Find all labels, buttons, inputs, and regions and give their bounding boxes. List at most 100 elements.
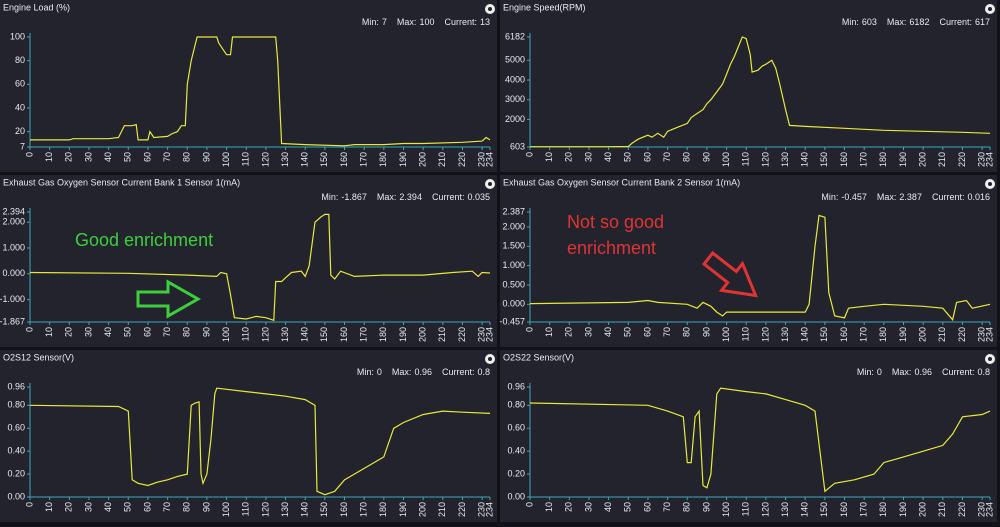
stat-value: 0.016: [967, 192, 990, 202]
panel-bg: [0, 350, 497, 522]
data-line: [29, 213, 491, 322]
panel-menu-dot: [488, 7, 492, 11]
x-tick-label: 40: [103, 502, 113, 512]
x-tick-label: 190: [398, 152, 408, 167]
x-tick-label: 220: [457, 152, 467, 167]
x-tick-label: 110: [241, 502, 251, 516]
y-tick-label: 100: [10, 31, 25, 41]
x-tick-label: 234: [484, 502, 494, 517]
stat-value: -0.457: [841, 192, 867, 202]
x-tick-label: 0: [24, 327, 34, 332]
x-tick-label: 130: [780, 327, 790, 342]
stat-label: Min:: [357, 367, 374, 377]
stat-label: Max:: [892, 367, 912, 377]
y-tick-label: 1.000: [2, 242, 25, 252]
x-tick-label: 160: [839, 152, 849, 167]
x-tick-label: 100: [721, 502, 731, 517]
stat-value: -1.867: [341, 192, 367, 202]
x-tick-label: 80: [182, 152, 192, 162]
y-tick-label: 0.000: [2, 268, 25, 278]
panel-title: O2S12 Sensor(V): [3, 352, 74, 362]
x-tick-label: 230: [977, 502, 987, 517]
stat-value: 0.8: [477, 367, 490, 377]
x-tick-label: 200: [418, 327, 428, 342]
stat-value: 0.8: [977, 367, 990, 377]
x-tick-label: 50: [123, 327, 133, 337]
stat-value: 6182: [909, 17, 929, 27]
x-tick-label: 130: [780, 502, 790, 517]
x-tick-label: 80: [182, 327, 192, 337]
x-tick-label: 170: [359, 502, 369, 517]
x-tick-label: 70: [662, 152, 672, 162]
x-tick-label: 90: [201, 502, 211, 512]
x-tick-label: 190: [898, 152, 908, 167]
y-tick-label: 1.000: [502, 260, 525, 270]
y-tick-label: 80: [15, 55, 25, 65]
x-tick-label: 210: [937, 327, 947, 342]
x-tick-label: 80: [682, 152, 692, 162]
x-tick-label: 30: [83, 152, 93, 162]
data-line: [30, 36, 491, 147]
data-line: [29, 387, 491, 496]
x-tick-label: 170: [859, 327, 869, 342]
data-line: [529, 214, 991, 322]
x-tick-label: 190: [898, 502, 908, 517]
panel-title: Engine Load (%): [3, 2, 70, 12]
x-tick-label: 0: [24, 502, 34, 507]
x-tick-label: 100: [221, 152, 231, 167]
x-tick-label: 20: [64, 502, 74, 512]
panel: Engine Speed(RPM)Min: 603 Max: 6182 Current:…: [500, 0, 997, 172]
stat-label: Current:: [444, 17, 477, 27]
stat-label: Max:: [397, 17, 417, 27]
x-tick-label: 160: [839, 502, 849, 517]
x-tick-label: 220: [457, 327, 467, 342]
x-tick-label: 140: [300, 327, 310, 342]
x-tick-label: 210: [437, 327, 447, 342]
stat-label: Current:: [939, 17, 972, 27]
x-tick-label: 60: [642, 152, 652, 162]
x-tick-label: 100: [221, 502, 231, 517]
x-tick-label: 120: [260, 327, 270, 342]
x-tick-label: 10: [44, 502, 54, 512]
panel-title: Exhaust Gas Oxygen Sensor Current Bank 1…: [3, 177, 240, 187]
panel-bg: [500, 0, 997, 172]
arrow: [136, 279, 202, 319]
x-tick-label: 30: [583, 327, 593, 337]
stat-label: Current:: [442, 367, 475, 377]
stat-value: 13: [480, 17, 490, 27]
y-tick-label: 2.387: [502, 206, 525, 216]
y-tick-label: 60: [15, 79, 25, 89]
annotation: Not so good: [567, 212, 664, 232]
x-tick-label: 120: [760, 327, 770, 342]
x-tick-label: 90: [201, 327, 211, 337]
x-tick-label: 180: [878, 502, 888, 517]
y-tick-label: 0.500: [502, 279, 525, 289]
x-tick-label: 110: [741, 152, 751, 166]
panel-bg: [0, 175, 497, 347]
x-tick-label: 160: [339, 502, 349, 517]
panel-menu-dot: [988, 7, 992, 11]
stat-label: Min:: [321, 192, 338, 202]
y-tick-label: 1.500: [502, 241, 525, 251]
x-tick-label: 160: [339, 327, 349, 342]
x-tick-label: 10: [544, 152, 554, 162]
y-tick-label: 2.394: [2, 206, 25, 216]
x-tick-label: 90: [701, 502, 711, 512]
x-tick-label: 130: [280, 327, 290, 342]
x-tick-label: 180: [378, 327, 388, 342]
x-tick-label: 130: [280, 152, 290, 167]
x-tick-label: 180: [878, 152, 888, 167]
y-tick-label: 3000: [505, 94, 525, 104]
x-tick-label: 30: [583, 152, 593, 162]
stats: Min: -1.867 Max: 2.394 Current: 0.035: [321, 192, 490, 202]
x-tick-label: 150: [819, 502, 829, 517]
y-tick-label: 6182: [505, 31, 525, 41]
x-tick-label: 50: [123, 502, 133, 512]
panel: O2S22 Sensor(V)Min: 0 Max: 0.96 Current: 0.80…: [500, 350, 997, 522]
x-tick-label: 140: [300, 502, 310, 517]
x-tick-label: 234: [484, 327, 494, 342]
panel-title: O2S22 Sensor(V): [503, 352, 574, 362]
x-tick-label: 60: [142, 327, 152, 337]
x-tick-label: 120: [760, 502, 770, 517]
